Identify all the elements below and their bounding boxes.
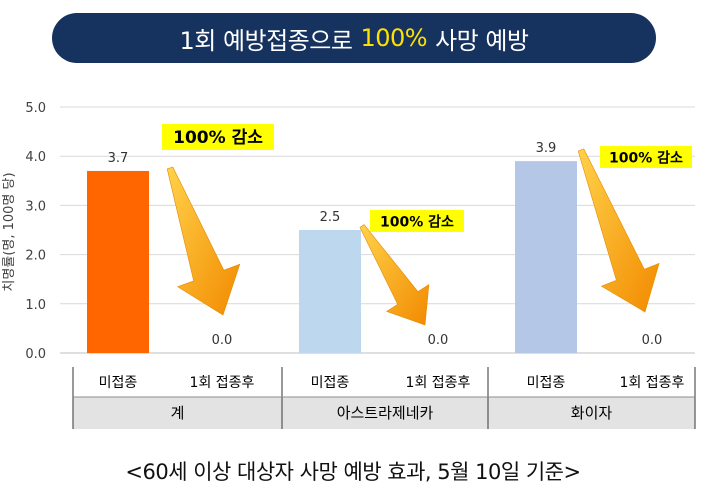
title-highlight: 100%: [360, 24, 428, 52]
annotation-text: 100% 감소: [380, 213, 454, 230]
down-arrow: [359, 224, 430, 326]
annotation-text: 100% 감소: [173, 128, 263, 148]
title-suffix: 사망 예방: [435, 26, 529, 55]
down-arrow: [166, 166, 241, 316]
y-tick-label: 2.0: [25, 249, 46, 264]
group-label: 화이자: [571, 404, 613, 422]
bar: [299, 230, 361, 353]
group-label: 아스트라제네카: [337, 404, 434, 422]
y-axis-label: 치명률(명, 100명 당): [2, 172, 17, 291]
data-label: 3.7: [108, 151, 129, 166]
annotation-highlight: [370, 210, 464, 232]
category-label: 1회 접종후: [620, 375, 685, 391]
group-label: 계: [171, 404, 185, 422]
down-arrow: [577, 148, 660, 313]
y-tick-label: 0.0: [25, 347, 46, 362]
y-tick-label: 3.0: [25, 199, 46, 214]
annotation-text: 100% 감소: [609, 149, 683, 166]
y-tick-label: 5.0: [25, 101, 46, 116]
data-label: 0.0: [428, 333, 449, 348]
category-label: 1회 접종후: [190, 375, 255, 391]
data-label: 0.0: [212, 333, 233, 348]
bar-chart: 0.0 1.0 2.0 3.0 4.0 5.0 치명률(명, 100명 당) 계 3.7 미접종 0…: [2, 101, 696, 429]
bar: [87, 170, 149, 353]
y-tick-label: 4.0: [25, 150, 46, 165]
title-banner: 1회 예방접종으로 100% 사망 예방: [52, 13, 656, 63]
data-label: 0.0: [642, 333, 663, 348]
category-label: 미접종: [311, 375, 350, 391]
category-label: 미접종: [99, 375, 138, 391]
annotation-highlight: [162, 124, 274, 150]
y-tick-label: 1.0: [25, 298, 46, 313]
category-label: 1회 접종후: [406, 375, 471, 391]
annotation-highlight: [600, 146, 692, 168]
data-label: 3.9: [536, 141, 557, 156]
group-band: [73, 397, 695, 429]
chart-caption: <60세 이상 대상자 사망 예방 효과, 5월 10일 기준>: [125, 460, 581, 484]
category-label: 미접종: [527, 375, 566, 391]
bar: [515, 161, 577, 353]
data-label: 2.5: [320, 210, 341, 225]
title-prefix: 1회 예방접종으로: [179, 26, 353, 55]
